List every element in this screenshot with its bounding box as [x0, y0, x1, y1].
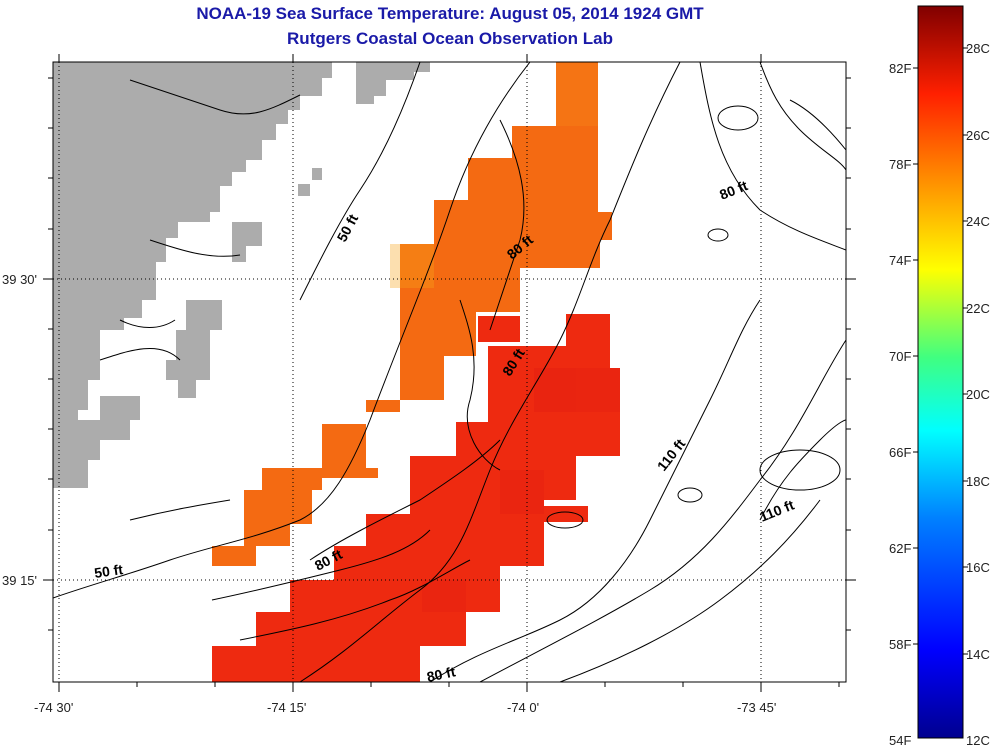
colorbar-label-c: 18C: [966, 474, 990, 489]
colorbar-label-c: 16C: [966, 560, 990, 575]
colorbar-label-c: 14C: [966, 647, 990, 662]
longitude-label: -73 45': [737, 700, 777, 715]
latitude-label: 39 30': [2, 272, 38, 287]
graticule: [53, 62, 846, 682]
colorbar-ticks: [913, 47, 968, 655]
colorbar-label-f: 58F: [889, 637, 912, 652]
colorbar-label-f: 66F: [889, 445, 912, 460]
latitude-label: 39 15': [2, 573, 38, 588]
colorbar-label-c: 12C: [966, 733, 990, 748]
map-subtitle: Rutgers Coastal Ocean Observation Lab: [287, 29, 613, 48]
land-mass: [53, 62, 430, 488]
colorbar-label-c: 22C: [966, 301, 990, 316]
colorbar-label-f: 54F: [889, 733, 912, 748]
depth-contours: [53, 62, 846, 682]
colorbar-label-f: 82F: [889, 61, 912, 76]
longitude-label: -74 15': [267, 700, 307, 715]
sst-warm-region: [212, 62, 612, 566]
colorbar-label-f: 70F: [889, 349, 912, 364]
colorbar-label-c: 20C: [966, 387, 990, 402]
sst-hot-region: [212, 314, 620, 682]
colorbar-label-c: 24C: [966, 214, 990, 229]
temperature-colorbar: [917, 5, 964, 739]
colorbar-label-f: 78F: [889, 157, 912, 172]
longitude-label: -74 0': [507, 700, 540, 715]
colorbar-label-c: 26C: [966, 128, 990, 143]
colorbar-label-f: 74F: [889, 253, 912, 268]
longitude-label: -74 30': [34, 700, 74, 715]
depth-label: 80 ft: [425, 663, 457, 685]
colorbar-label-c: 28C: [966, 41, 990, 56]
sst-pixel-shading: [390, 62, 620, 612]
colorbar-label-f: 62F: [889, 541, 912, 556]
axis-ticks: [43, 54, 856, 692]
depth-label: 50 ft: [93, 561, 124, 581]
map-title: NOAA-19 Sea Surface Temperature: August …: [196, 4, 704, 23]
